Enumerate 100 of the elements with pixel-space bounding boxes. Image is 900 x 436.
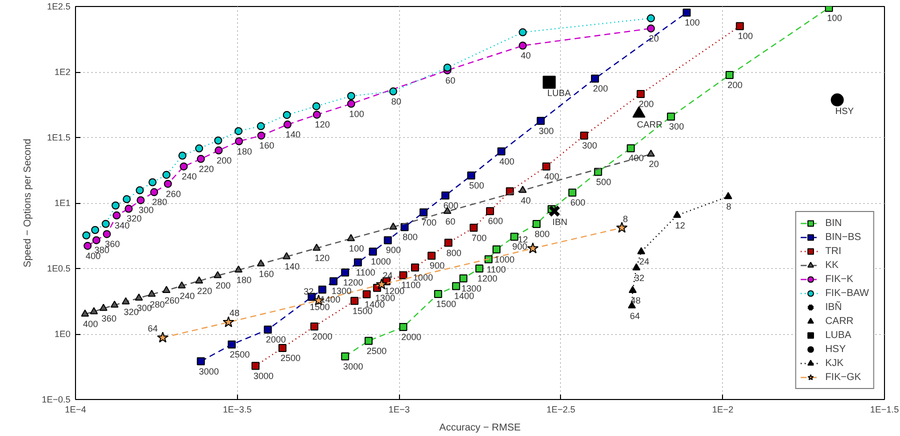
annotation: 1500 <box>310 302 330 312</box>
annotation: 900 <box>512 242 528 252</box>
annotation: 240 <box>182 171 197 182</box>
legend-label: KJK <box>825 356 845 370</box>
annotation: 500 <box>596 176 612 187</box>
annotation: 3000 <box>254 370 274 381</box>
annotation: 120 <box>314 120 330 130</box>
annotation: 100 <box>348 244 364 254</box>
annotation: 320 <box>124 306 139 317</box>
annotation: 400 <box>544 171 560 182</box>
annotation: 300 <box>136 303 152 314</box>
x-tick-label: 1E−3.5 <box>222 404 252 414</box>
annotation: HSY <box>835 106 854 116</box>
annotation: 140 <box>286 130 301 140</box>
annotation: 280 <box>150 299 165 310</box>
annotation: 360 <box>101 313 116 324</box>
annotation: 100 <box>826 12 842 23</box>
annotation: 1000 <box>370 256 391 267</box>
annotation: 900 <box>386 245 401 256</box>
annotation: 300 <box>138 205 154 216</box>
annotation: 1100 <box>486 264 506 274</box>
annotation: 8 <box>726 202 732 212</box>
annotation: 8 <box>622 214 628 224</box>
legend-label: LUBA <box>825 328 852 342</box>
annotation: 200 <box>638 99 654 110</box>
annotation: 400 <box>628 153 644 164</box>
annotation: 900 <box>430 260 445 271</box>
annotation: 300 <box>582 140 598 151</box>
annotation: 1400 <box>454 291 474 302</box>
annotation: 140 <box>284 262 300 272</box>
legend-label: FIK−K <box>825 272 854 286</box>
annotation: 1000 <box>413 272 434 282</box>
annotation: 240 <box>180 290 195 301</box>
annotation: 80 <box>391 96 402 106</box>
annotation: 12 <box>518 234 528 244</box>
annotation: 20 <box>648 33 659 44</box>
annotation: 1300 <box>375 292 396 303</box>
annotation: 1300 <box>331 286 352 296</box>
annotation: 260 <box>164 295 180 306</box>
annotation: CARR <box>636 120 663 130</box>
annotation: 3000 <box>198 366 219 376</box>
annotation: 300 <box>668 122 684 132</box>
annotation: 180 <box>236 275 252 285</box>
annotation: 200 <box>592 84 608 94</box>
x-tick-label: 1E−2 <box>712 404 734 414</box>
y-tick-label: 1E1 <box>54 198 70 208</box>
annotation: 48 <box>229 308 240 318</box>
y-tick-label: 1E0.5 <box>46 264 71 274</box>
x-tick-label: 1E−4 <box>64 404 86 414</box>
annotation: 40 <box>520 195 531 206</box>
annotation: 400 <box>83 319 98 330</box>
annotation: 64 <box>148 324 158 334</box>
annotation: 300 <box>538 126 554 136</box>
annotation: 180 <box>236 146 252 156</box>
annotation: 500 <box>469 180 484 191</box>
annotation: 100 <box>349 108 364 119</box>
annotation: 1200 <box>477 274 498 284</box>
annotation: IBN <box>552 217 568 228</box>
annotation: 600 <box>570 198 586 208</box>
annotation: 280 <box>152 197 168 208</box>
y-axis-title: Speed − Options per Second <box>22 138 34 268</box>
annotation: 220 <box>198 164 214 174</box>
annotation: 700 <box>472 232 487 243</box>
annotation: LUBA <box>547 88 571 98</box>
annotation: 2500 <box>230 349 250 360</box>
annotation: 160 <box>258 268 274 279</box>
legend-label: BIN−BS <box>825 230 862 244</box>
annotation: 200 <box>728 80 743 90</box>
x-axis-title: Accuracy − RMSE <box>439 422 522 434</box>
annotation: 200 <box>216 280 231 291</box>
x-tick-label: 1E−1.5 <box>870 404 899 414</box>
annotation: 260 <box>166 188 181 199</box>
annotation: 220 <box>197 286 212 296</box>
y-tick-label: 1E−0.5 <box>42 394 71 404</box>
annotation: 2500 <box>366 346 387 356</box>
legend-label: HSY <box>825 342 846 356</box>
annotation: 2000 <box>401 332 422 342</box>
x-tick-label: 1E−2.5 <box>546 404 576 414</box>
legend-label: IBÑ <box>825 300 843 314</box>
x-tick-label: 1E−3 <box>388 404 410 414</box>
legend-label: FIK−BAW <box>825 286 869 300</box>
annotation: 2000 <box>312 332 332 342</box>
annotation: 100 <box>684 18 700 28</box>
annotation: 2500 <box>280 352 300 363</box>
annotation: 600 <box>488 216 504 226</box>
annotation: 120 <box>314 253 330 264</box>
annotation: 1000 <box>494 254 515 264</box>
annotation: 1100 <box>356 267 376 278</box>
annotation: 1500 <box>436 299 456 309</box>
annotation: 160 <box>259 140 274 151</box>
annotation: 1300 <box>461 283 482 294</box>
annotation: 100 <box>738 31 753 42</box>
annotation: 400 <box>499 156 514 166</box>
annotation: 32 <box>634 272 644 283</box>
annotation: 60 <box>445 216 456 226</box>
annotation: 1200 <box>343 277 364 288</box>
annotation: 800 <box>534 228 550 239</box>
annotation: 12 <box>675 220 686 230</box>
annotation: 3000 <box>343 361 364 372</box>
annotation: 64 <box>630 310 640 321</box>
